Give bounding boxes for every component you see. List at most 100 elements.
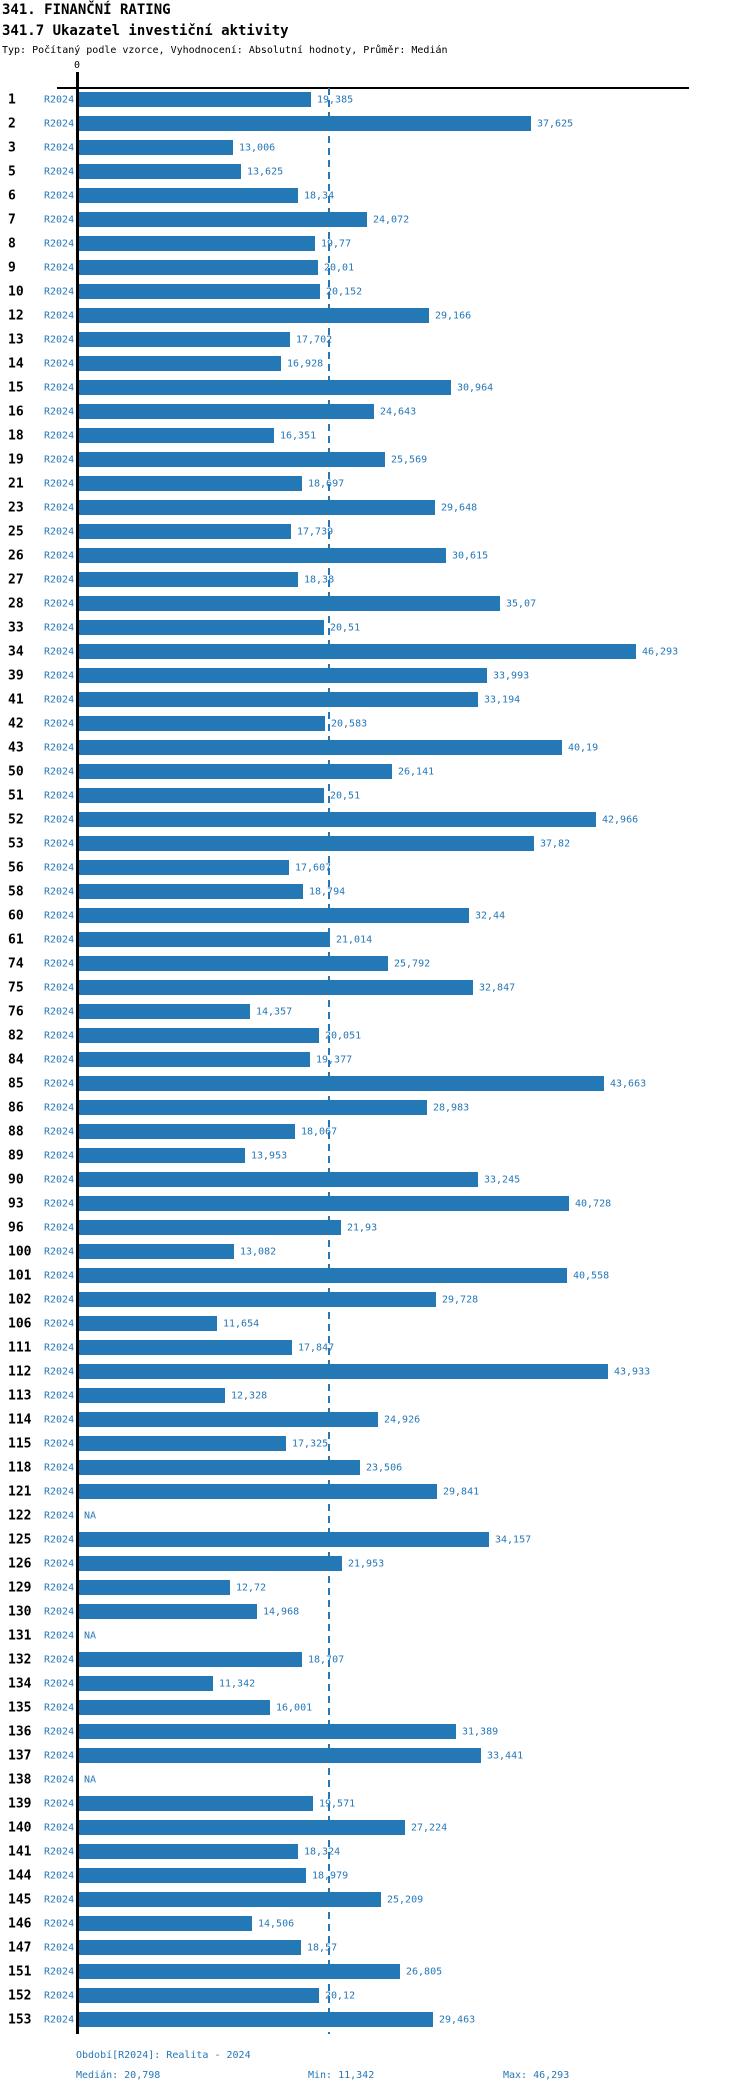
row-number: 86 [8, 1100, 24, 1116]
row-period-label: R2024 [44, 1150, 75, 1162]
row-period-label: R2024 [44, 742, 75, 754]
value-bar [79, 668, 487, 683]
row-period-label: R2024 [44, 526, 75, 538]
row-number: 153 [8, 2012, 32, 2028]
value-bar [79, 1148, 245, 1163]
chart-row: 1 R2024 19,385 [0, 88, 750, 112]
row-period-label: R2024 [44, 358, 75, 370]
chart-row: 125 R2024 34,157 [0, 1528, 750, 1552]
value-label: 11,342 [219, 1678, 256, 1690]
value-bar [79, 1052, 310, 1067]
row-period-label: R2024 [44, 1726, 75, 1738]
row-number: 50 [8, 764, 24, 780]
row-period-label: R2024 [44, 1126, 75, 1138]
value-bar [79, 260, 318, 275]
row-number: 58 [8, 884, 24, 900]
chart-row: 19 R2024 25,569 [0, 448, 750, 472]
value-label: 18,794 [309, 886, 346, 898]
value-bar [79, 1796, 313, 1811]
value-label: 18,979 [312, 1870, 349, 1882]
chart-row: 52 R2024 42,966 [0, 808, 750, 832]
value-bar [79, 1868, 306, 1883]
row-number: 51 [8, 788, 24, 804]
row-number: 121 [8, 1484, 32, 1500]
row-period-label: R2024 [44, 1486, 75, 1498]
chart-row: 106 R2024 11,654 [0, 1312, 750, 1336]
chart-row: 16 R2024 24,643 [0, 400, 750, 424]
value-label: 37,625 [537, 118, 574, 130]
row-period-label: R2024 [44, 1246, 75, 1258]
chart-row: 12 R2024 29,166 [0, 304, 750, 328]
row-period-label: R2024 [44, 142, 75, 154]
row-number: 138 [8, 1772, 32, 1788]
row-period-label: R2024 [44, 862, 75, 874]
row-period-label: R2024 [44, 910, 75, 922]
value-bar [79, 284, 320, 299]
row-period-label: R2024 [44, 1318, 75, 1330]
row-number: 147 [8, 1940, 32, 1956]
value-label: 43,663 [610, 1078, 647, 1090]
value-label: 11,654 [223, 1318, 260, 1330]
row-period-label: R2024 [44, 238, 75, 250]
row-number: 126 [8, 1556, 32, 1572]
value-na-label: NA [84, 1630, 97, 1642]
row-period-label: R2024 [44, 670, 75, 682]
row-number: 102 [8, 1292, 32, 1308]
row-period-label: R2024 [44, 886, 75, 898]
value-na-label: NA [84, 1510, 97, 1522]
row-number: 146 [8, 1916, 32, 1932]
row-period-label: R2024 [44, 766, 75, 778]
row-number: 7 [8, 212, 16, 228]
row-period-label: R2024 [44, 1390, 75, 1402]
value-bar [79, 1268, 567, 1283]
chart-row: 93 R2024 40,728 [0, 1192, 750, 1216]
chart-row: 28 R2024 35,07 [0, 592, 750, 616]
chart-row: 135 R2024 16,001 [0, 1696, 750, 1720]
chart-row: 113 R2024 12,328 [0, 1384, 750, 1408]
chart-row: 8 R2024 19,77 [0, 232, 750, 256]
row-period-label: R2024 [44, 1702, 75, 1714]
row-number: 134 [8, 1676, 32, 1692]
value-label: 17,739 [297, 526, 334, 538]
chart-row: 26 R2024 30,615 [0, 544, 750, 568]
value-bar [79, 1004, 250, 1019]
chart-row: 100 R2024 13,082 [0, 1240, 750, 1264]
row-period-label: R2024 [44, 1630, 75, 1642]
row-number: 115 [8, 1436, 32, 1452]
value-bar [79, 644, 636, 659]
value-label: 32,44 [475, 910, 506, 922]
row-period-label: R2024 [44, 814, 75, 826]
value-bar [79, 1028, 319, 1043]
value-na-label: NA [84, 1774, 97, 1786]
value-bar [79, 308, 429, 323]
value-label: 34,157 [495, 1534, 532, 1546]
row-period-label: R2024 [44, 982, 75, 994]
row-number: 1 [8, 92, 16, 108]
row-number: 106 [8, 1316, 32, 1332]
value-bar [79, 1388, 225, 1403]
value-bar [79, 2012, 433, 2027]
value-label: 13,082 [240, 1246, 277, 1258]
row-number: 140 [8, 1820, 32, 1836]
value-label: 33,194 [484, 694, 521, 706]
row-number: 100 [8, 1244, 32, 1260]
chart-row: 75 R2024 32,847 [0, 976, 750, 1000]
chart-row: 39 R2024 33,993 [0, 664, 750, 688]
row-number: 5 [8, 164, 16, 180]
row-period-label: R2024 [44, 190, 75, 202]
value-label: 29,463 [439, 2014, 476, 2026]
row-period-label: R2024 [44, 718, 75, 730]
value-label: 18,067 [301, 1126, 338, 1138]
value-label: 30,964 [457, 382, 494, 394]
value-label: 23,506 [366, 1462, 403, 1474]
chart-row: 112 R2024 43,933 [0, 1360, 750, 1384]
row-period-label: R2024 [44, 262, 75, 274]
value-label: 27,224 [411, 1822, 448, 1834]
chart-row: 114 R2024 24,926 [0, 1408, 750, 1432]
row-period-label: R2024 [44, 1894, 75, 1906]
row-number: 15 [8, 380, 24, 396]
chart-row: 101 R2024 40,558 [0, 1264, 750, 1288]
value-label: 12,72 [236, 1582, 267, 1594]
value-label: 17,847 [298, 1342, 335, 1354]
chart-row: 130 R2024 14,968 [0, 1600, 750, 1624]
